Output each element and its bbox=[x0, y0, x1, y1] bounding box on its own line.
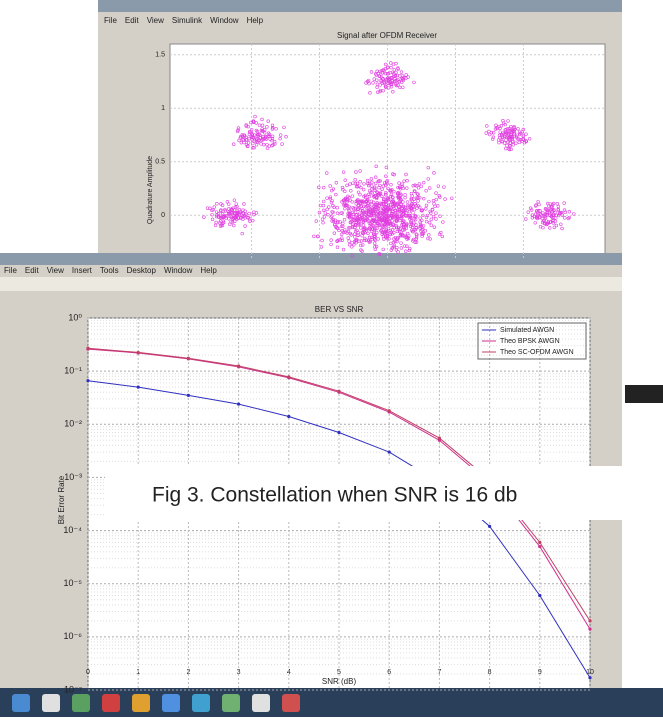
data-point bbox=[86, 347, 89, 350]
data-point bbox=[588, 627, 591, 630]
menu-item[interactable]: Simulink bbox=[172, 16, 203, 25]
y-tick-label: 10⁰ bbox=[68, 312, 82, 322]
taskbar-icon[interactable] bbox=[12, 694, 30, 712]
menu-item[interactable]: File bbox=[4, 266, 17, 275]
back-titlebar bbox=[98, 0, 622, 12]
data-point bbox=[438, 436, 441, 439]
notification bbox=[625, 385, 663, 403]
legend-label: Theo SC-OFDM AWGN bbox=[500, 349, 574, 356]
front-titlebar bbox=[0, 253, 622, 265]
data-point bbox=[337, 390, 340, 393]
y-tick-label: 0.5 bbox=[155, 159, 165, 166]
data-point bbox=[538, 545, 541, 548]
data-point bbox=[488, 525, 491, 528]
taskbar-icon[interactable] bbox=[162, 694, 180, 712]
data-point bbox=[237, 402, 240, 405]
y-tick-label: 10⁻³ bbox=[64, 472, 82, 482]
plot-title: BER VS SNR bbox=[315, 305, 364, 314]
menu-item[interactable]: Edit bbox=[125, 16, 140, 25]
plot-title: Signal after OFDM Receiver bbox=[337, 31, 437, 40]
toolbar[interactable] bbox=[0, 277, 622, 291]
taskbar-icon[interactable] bbox=[132, 694, 150, 712]
menu-item[interactable]: Insert bbox=[72, 266, 93, 275]
data-point bbox=[337, 431, 340, 434]
page: File Edit View Simulink Window Help File Edit Vi… bbox=[0, 0, 663, 717]
menu-item[interactable]: Window bbox=[164, 266, 193, 275]
menu-item[interactable]: File bbox=[104, 16, 117, 25]
data-point bbox=[137, 351, 140, 354]
legend-label: Theo BPSK AWGN bbox=[500, 338, 560, 345]
taskbar-icon[interactable] bbox=[192, 694, 210, 712]
menu-item[interactable]: View bbox=[47, 266, 64, 275]
screen: File Edit View Simulink Window Help File Edit Vi… bbox=[0, 0, 663, 717]
caption: Fig 3. Constellation when SNR is 16 db bbox=[152, 484, 517, 507]
data-point bbox=[538, 541, 541, 544]
taskbar-icon[interactable] bbox=[42, 694, 60, 712]
menu-item[interactable]: Edit bbox=[25, 266, 40, 275]
menu-item[interactable]: Tools bbox=[100, 266, 119, 275]
taskbar-icon[interactable] bbox=[102, 694, 120, 712]
y-axis-label: Bit Error Rate bbox=[57, 475, 66, 524]
data-point bbox=[287, 415, 290, 418]
y-tick-label: 10⁻⁷ bbox=[64, 684, 82, 694]
taskbar-icon[interactable] bbox=[222, 694, 240, 712]
data-point bbox=[187, 357, 190, 360]
legend-label: Simulated AWGN bbox=[500, 327, 554, 334]
y-tick-label: 10⁻¹ bbox=[64, 366, 82, 376]
data-point bbox=[237, 364, 240, 367]
y-tick-label: 0 bbox=[161, 212, 165, 219]
data-point bbox=[187, 394, 190, 397]
taskbar-icon[interactable] bbox=[72, 694, 90, 712]
menu-item[interactable]: Help bbox=[247, 16, 264, 25]
y-tick-label: 10⁻⁶ bbox=[64, 631, 83, 641]
menu-item[interactable]: View bbox=[147, 16, 164, 25]
menu-item[interactable]: Help bbox=[200, 266, 217, 275]
y-tick-label: 10⁻⁴ bbox=[63, 525, 82, 535]
taskbar-icon[interactable] bbox=[252, 694, 270, 712]
y-tick-label: 1.5 bbox=[155, 52, 165, 59]
taskbar-icon[interactable] bbox=[282, 694, 300, 712]
menu-item[interactable]: Desktop bbox=[127, 266, 157, 275]
y-tick-label: 10⁻⁵ bbox=[64, 578, 83, 588]
data-point bbox=[588, 676, 591, 679]
y-axis-label: Quadrature Amplitude bbox=[147, 156, 154, 224]
data-point bbox=[388, 450, 391, 453]
data-point bbox=[538, 594, 541, 597]
data-point bbox=[588, 619, 591, 622]
data-point bbox=[86, 379, 89, 382]
taskbar bbox=[0, 688, 663, 717]
data-point bbox=[388, 409, 391, 412]
y-tick-label: 10⁻² bbox=[64, 419, 82, 429]
data-point bbox=[287, 375, 290, 378]
data-point bbox=[137, 386, 140, 389]
menu-item[interactable]: Window bbox=[210, 16, 239, 25]
y-tick-label: 1 bbox=[161, 105, 165, 112]
